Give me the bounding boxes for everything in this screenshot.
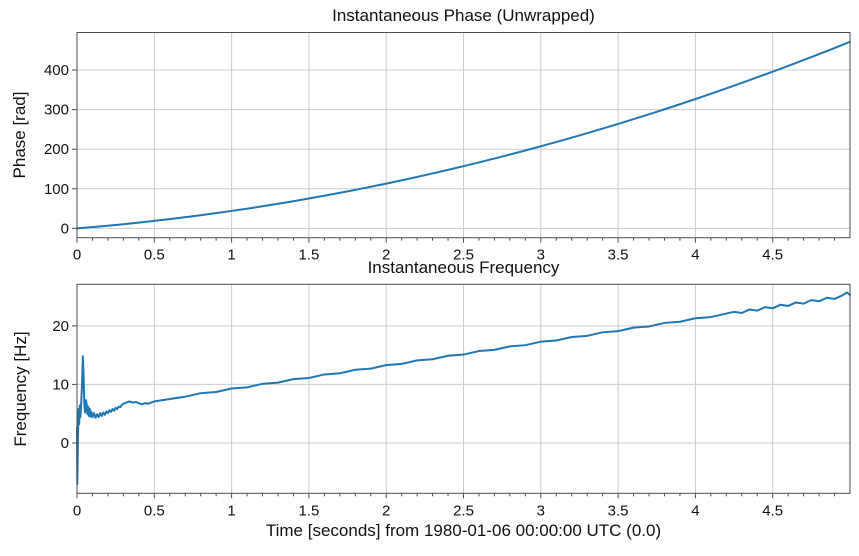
y-tick-label: 10 bbox=[52, 376, 69, 393]
x-tick-label: 2 bbox=[382, 247, 390, 264]
unwrapped-phase-line bbox=[76, 40, 851, 230]
x-tick-label: 1 bbox=[227, 247, 235, 264]
x-tick-label: 4 bbox=[691, 247, 699, 264]
frequency-y-axis-label: Frequency [Hz] bbox=[11, 331, 30, 447]
x-tick-label: 4 bbox=[691, 502, 699, 519]
subplot-0: 0 0.5 1 1.5 2 2.5 3 3.5 4 4.5 0 100 200 300 400 bbox=[44, 32, 851, 264]
y-tick-label: 100 bbox=[44, 181, 69, 198]
x-tick-label: 3.5 bbox=[608, 502, 629, 519]
x-tick-label: 2.5 bbox=[453, 247, 474, 264]
phase-y-axis-label: Phase [rad] bbox=[10, 91, 29, 179]
x-tick-label: 1.5 bbox=[298, 502, 319, 519]
x-tick-label: 3 bbox=[537, 502, 545, 519]
y-tick-label: 20 bbox=[52, 318, 69, 335]
x-tick-label: 4.5 bbox=[762, 247, 783, 264]
x-tick-label: 0.5 bbox=[144, 502, 165, 519]
x-tick-label: 1 bbox=[227, 502, 235, 519]
time-x-axis-label: Time [seconds] from 1980-01-06 00:00:00 … bbox=[265, 521, 662, 540]
x-tick-label: 0 bbox=[73, 247, 81, 264]
phase-plot-title: Instantaneous Phase (Unwrapped) bbox=[332, 6, 595, 25]
x-tick-label: 2 bbox=[382, 502, 390, 519]
x-tick-label: 1.5 bbox=[298, 247, 319, 264]
y-tick-label: 200 bbox=[44, 141, 69, 158]
y-tick-label: 400 bbox=[44, 62, 69, 79]
instantaneous-frequency-line bbox=[76, 291, 851, 485]
x-tick-label: 2.5 bbox=[453, 502, 474, 519]
y-tick-label: 0 bbox=[61, 435, 69, 452]
x-tick-label: 0.5 bbox=[144, 247, 165, 264]
y-tick-label: 300 bbox=[44, 102, 69, 119]
x-tick-label: 4.5 bbox=[762, 502, 783, 519]
subplot-1: 0 0.5 1 1.5 2 2.5 3 3.5 4 4.5 0 10 20 bbox=[52, 283, 851, 519]
x-tick-label: 0 bbox=[73, 502, 81, 519]
x-tick-label: 3 bbox=[537, 247, 545, 264]
y-tick-label: 0 bbox=[61, 220, 69, 237]
frequency-plot-title: Instantaneous Frequency bbox=[367, 258, 560, 277]
x-tick-label: 3.5 bbox=[608, 247, 629, 264]
